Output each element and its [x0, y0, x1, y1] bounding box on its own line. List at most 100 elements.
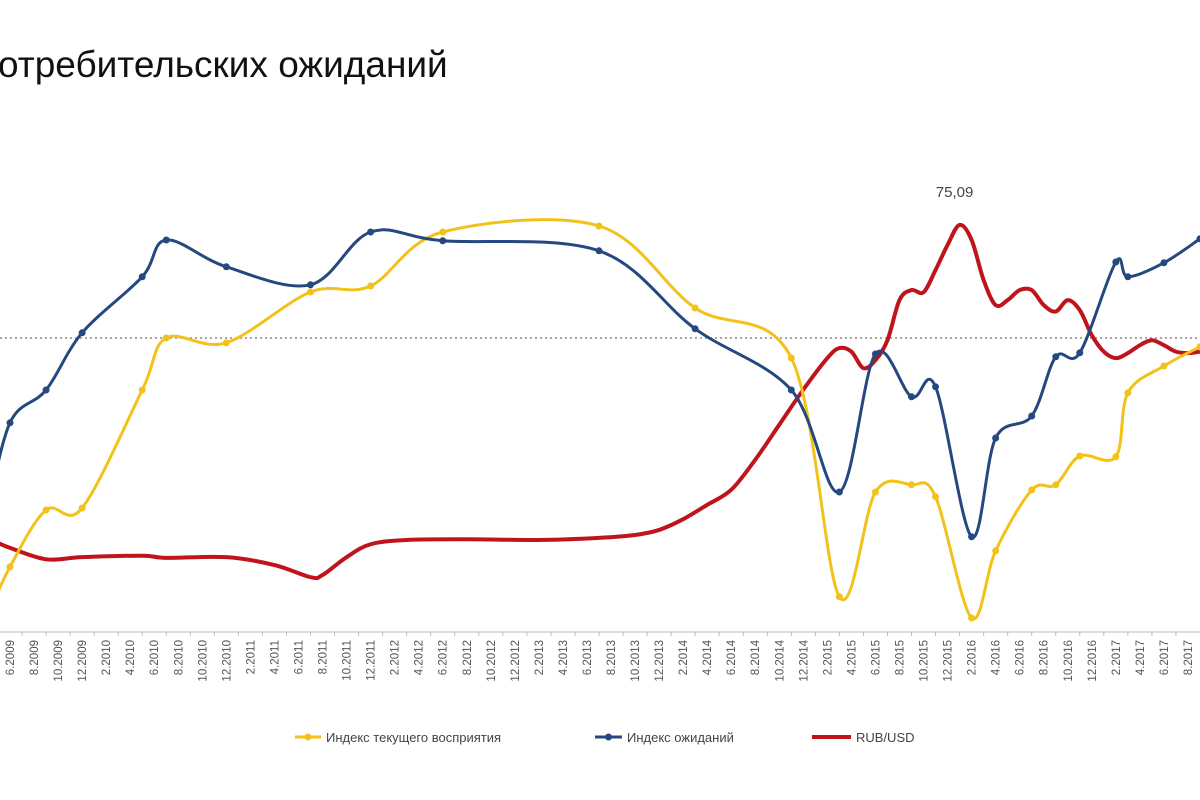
series-expectations-index [0, 228, 1200, 541]
x-tick-label: 12.2009 [77, 640, 89, 682]
data-point [968, 533, 976, 541]
legend-item: Индекс ожиданий [595, 730, 734, 745]
data-point [439, 228, 447, 236]
data-point [1196, 235, 1200, 243]
legend-item: RUB/USD [812, 730, 915, 745]
data-point [787, 354, 795, 362]
data-point [162, 334, 170, 342]
x-tick-label: 8.2017 [1183, 640, 1195, 675]
data-point [1112, 453, 1120, 461]
x-tick-label: 8.2010 [173, 640, 185, 675]
data-point [968, 614, 976, 622]
legend-label: RUB/USD [856, 730, 915, 745]
x-tick-label: 6.2010 [149, 640, 161, 675]
data-point [367, 228, 375, 236]
x-tick-label: 10.2010 [197, 640, 209, 682]
x-tick-label: 8.2011 [318, 640, 330, 674]
legend-marker [605, 733, 612, 741]
x-tick-label: 4.2011 [269, 640, 281, 674]
x-tick-label: 6.2012 [438, 640, 450, 675]
x-tick-label: 6.2014 [726, 639, 738, 675]
x-tick-label: 2.2017 [1111, 640, 1123, 675]
data-point [871, 350, 879, 358]
x-tick-label: 10.2011 [342, 640, 354, 681]
x-tick-label: 8.2016 [1039, 640, 1051, 675]
data-point [932, 383, 940, 391]
x-tick-label: 10.2009 [53, 640, 65, 682]
data-point [992, 434, 1000, 442]
x-tick-label: 6.2011 [293, 640, 305, 674]
data-point [908, 393, 915, 401]
data-point [367, 282, 375, 290]
x-tick-label: 6.2015 [870, 640, 882, 675]
data-point [1028, 486, 1036, 494]
data-point [222, 339, 230, 347]
data-point [78, 504, 86, 512]
data-point [162, 236, 170, 244]
data-point [871, 488, 879, 496]
series-line [0, 222, 1200, 581]
x-tick-label: 8.2009 [29, 640, 41, 675]
x-tick-label: 4.2015 [846, 640, 858, 675]
x-tick-label: 8.2014 [750, 639, 762, 675]
x-tick-label: 12.2011 [366, 640, 378, 681]
data-point [908, 481, 915, 489]
x-tick-label: 12.2014 [798, 639, 810, 681]
x-tick-label: 8.2012 [462, 640, 474, 675]
x-tick-label: 4.2016 [991, 640, 1003, 675]
x-tick-label: 2.2012 [390, 640, 402, 675]
x-tick-label: 4.2017 [1135, 640, 1147, 675]
legend-marker [304, 733, 312, 741]
data-point [1160, 259, 1168, 267]
x-tick-label: 8.2013 [606, 640, 618, 675]
data-point [932, 493, 940, 501]
data-point [78, 329, 86, 337]
legend-item: Индекс текущего восприятия [295, 730, 501, 745]
x-tick-label: 12.2015 [943, 640, 955, 682]
x-tick-label: 2.2015 [822, 640, 834, 675]
peak-annotation: 75,09 [936, 184, 974, 201]
x-tick-label: 12.2013 [654, 640, 666, 682]
data-point [42, 386, 50, 394]
x-tick-label: 4.2010 [125, 640, 137, 675]
data-point [691, 304, 699, 312]
x-tick-label: 8.2015 [894, 640, 906, 675]
data-point [595, 247, 603, 255]
x-tick-label: 6.2009 [5, 640, 17, 675]
legend-label: Индекс ожиданий [627, 730, 734, 745]
data-point [1076, 349, 1084, 357]
series-rub-usd [0, 222, 1200, 581]
data-point [1076, 452, 1084, 460]
x-tick-label: 2.2010 [101, 640, 113, 675]
legend-label: Индекс текущего восприятия [326, 730, 501, 745]
series-line [0, 218, 1200, 621]
x-tick-label: 10.2013 [630, 640, 642, 682]
data-point [42, 506, 50, 514]
x-tick-label: 6.2017 [1159, 640, 1171, 675]
data-point [1124, 389, 1132, 397]
data-point [6, 563, 14, 571]
data-point [1052, 353, 1060, 361]
data-point [992, 547, 1000, 555]
chart-title: отребительских ожиданий [0, 44, 448, 85]
x-tick-label: 4.2013 [558, 640, 570, 675]
data-point [1160, 362, 1168, 370]
data-point [835, 488, 843, 496]
data-point [222, 263, 230, 271]
data-point [595, 222, 603, 230]
data-point [1052, 481, 1060, 489]
x-tick-label: 10.2012 [486, 640, 498, 682]
x-tick-label: 10.2014 [774, 639, 786, 681]
data-point [1196, 343, 1200, 351]
x-tick-label: 12.2012 [510, 640, 522, 682]
x-tick-label: 6.2016 [1015, 640, 1027, 675]
x-tick-label: 4.2012 [414, 640, 426, 675]
x-tick-label: 12.2010 [221, 640, 233, 682]
data-point [691, 325, 699, 333]
data-point [787, 386, 795, 394]
series-line [0, 228, 1200, 539]
series-current-index [0, 218, 1200, 622]
data-point [6, 419, 14, 427]
x-tick-label: 2.2011 [245, 640, 257, 674]
